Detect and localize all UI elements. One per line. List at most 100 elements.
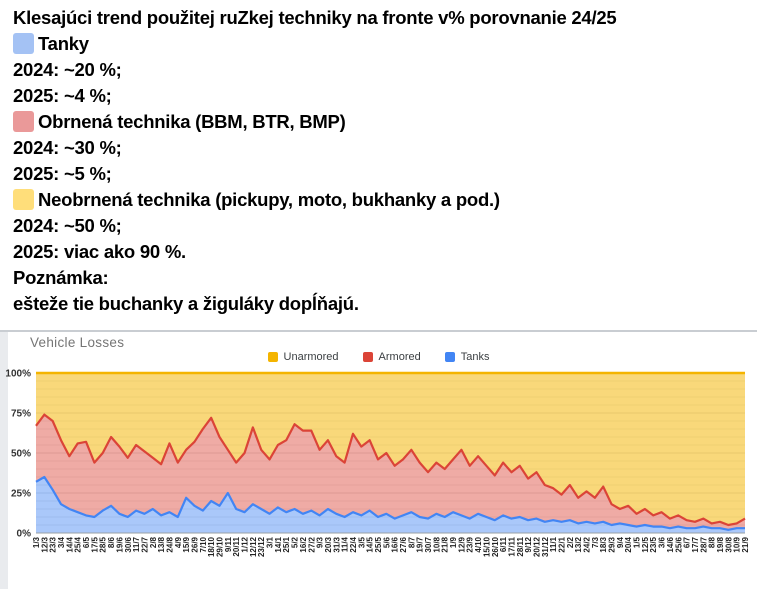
svg-text:1/12: 1/12 xyxy=(241,536,250,552)
stat-line-unarmored-2024: 2024: ~50 %; xyxy=(13,215,122,236)
svg-text:1/3: 1/3 xyxy=(32,536,41,548)
svg-text:18/3: 18/3 xyxy=(599,536,608,552)
legend-label-unarmored: Unarmored xyxy=(283,351,339,363)
svg-text:17/11: 17/11 xyxy=(507,536,516,556)
section-header-tanks: Tanky xyxy=(13,31,753,57)
svg-text:4/9: 4/9 xyxy=(174,536,183,548)
svg-text:1/9: 1/9 xyxy=(449,536,458,548)
svg-text:16/2: 16/2 xyxy=(299,536,308,552)
svg-text:20/3: 20/3 xyxy=(324,536,333,552)
svg-text:75%: 75% xyxy=(11,409,31,420)
svg-text:17/7: 17/7 xyxy=(691,536,700,552)
section-label-unarmored: Neobrnená technika (pickupy, moto, bukha… xyxy=(38,189,500,210)
svg-text:7/10: 7/10 xyxy=(199,536,208,552)
svg-text:14/5: 14/5 xyxy=(366,536,375,552)
svg-text:20/4: 20/4 xyxy=(624,536,633,552)
legend-item-tanks: Tanks xyxy=(444,351,490,363)
svg-text:25%: 25% xyxy=(11,489,31,500)
svg-text:22/1: 22/1 xyxy=(557,536,566,552)
svg-text:25/6: 25/6 xyxy=(674,536,683,552)
svg-text:9/3: 9/3 xyxy=(316,536,325,548)
svg-text:26/9: 26/9 xyxy=(190,536,199,552)
svg-text:3/6: 3/6 xyxy=(658,536,667,548)
chart-canvas: 0% 25% 50% 75% 100% 1/3 12/3 23/3 3/4 14/4 25/4 6/5… xyxy=(0,332,750,589)
svg-text:9/4: 9/4 xyxy=(616,536,625,548)
svg-text:15/10: 15/10 xyxy=(482,536,491,557)
svg-text:8/6: 8/6 xyxy=(107,536,116,548)
svg-text:3/1: 3/1 xyxy=(266,536,275,548)
svg-text:31/12: 31/12 xyxy=(541,536,550,557)
svg-text:5/2: 5/2 xyxy=(291,536,300,548)
svg-text:19/8: 19/8 xyxy=(716,536,725,552)
svg-text:21/8: 21/8 xyxy=(441,536,450,552)
svg-text:2/2: 2/2 xyxy=(566,536,575,548)
note-label: Poznámka: xyxy=(13,267,109,288)
svg-text:13/2: 13/2 xyxy=(574,536,583,552)
svg-text:21/9: 21/9 xyxy=(741,536,750,552)
svg-text:50%: 50% xyxy=(11,449,31,460)
svg-text:3/4: 3/4 xyxy=(57,536,66,548)
svg-text:14/1: 14/1 xyxy=(274,536,283,552)
svg-text:23/9: 23/9 xyxy=(466,536,475,552)
svg-text:14/4: 14/4 xyxy=(65,536,74,552)
svg-text:10/8: 10/8 xyxy=(432,536,441,552)
svg-text:4/10: 4/10 xyxy=(474,536,483,552)
svg-text:8/8: 8/8 xyxy=(708,536,717,548)
svg-text:7/3: 7/3 xyxy=(591,536,600,548)
svg-text:5/6: 5/6 xyxy=(382,536,391,548)
svg-text:22/7: 22/7 xyxy=(140,536,149,552)
svg-text:6/7: 6/7 xyxy=(683,536,692,548)
stat-line-tanks-2024: 2024: ~20 %; xyxy=(13,59,122,80)
note-text: ešteže tie buchanky a žiguláky dopĺňajú. xyxy=(13,293,359,314)
svg-text:31/3: 31/3 xyxy=(332,536,341,552)
legend-item-armored: Armored xyxy=(362,351,421,363)
section-header-armored: Obrnená technika (BBM, BTR, BMP) xyxy=(13,109,753,135)
svg-text:24/8: 24/8 xyxy=(165,536,174,552)
svg-text:22/4: 22/4 xyxy=(349,536,358,552)
svg-text:24/2: 24/2 xyxy=(583,536,592,552)
svg-text:27/2: 27/2 xyxy=(307,536,316,552)
svg-text:11/1: 11/1 xyxy=(549,536,558,552)
svg-text:2/8: 2/8 xyxy=(149,536,158,548)
svg-text:25/1: 25/1 xyxy=(282,536,291,552)
section-label-armored: Obrnená technika (BBM, BTR, BMP) xyxy=(38,111,346,132)
chart-title: Vehicle Losses xyxy=(30,335,125,350)
unarmored-swatch-icon xyxy=(267,352,278,362)
svg-text:1/5: 1/5 xyxy=(633,536,642,548)
svg-text:9/12: 9/12 xyxy=(524,536,533,552)
svg-text:23/12: 23/12 xyxy=(257,536,266,557)
svg-text:23/5: 23/5 xyxy=(649,536,658,552)
svg-text:29/3: 29/3 xyxy=(608,536,617,552)
legend-item-unarmored: Unarmored xyxy=(267,351,339,363)
legend-label-tanks: Tanks xyxy=(460,351,490,363)
post-text-block: Klesajúci trend použitej ruZkej techniky… xyxy=(13,5,753,317)
legend-label-armored: Armored xyxy=(378,351,421,363)
svg-text:0%: 0% xyxy=(17,529,32,540)
svg-text:19/7: 19/7 xyxy=(416,536,425,552)
svg-text:30/8: 30/8 xyxy=(724,536,733,552)
tanks-color-chip-icon xyxy=(13,33,34,54)
section-label-tanks: Tanky xyxy=(38,33,89,54)
svg-text:12/5: 12/5 xyxy=(641,536,650,552)
svg-text:11/4: 11/4 xyxy=(341,536,350,552)
svg-text:100%: 100% xyxy=(5,369,31,380)
svg-text:9/11: 9/11 xyxy=(224,536,233,552)
stat-line-unarmored-2025: 2025: viac ako 90 %. xyxy=(13,241,186,262)
svg-text:27/6: 27/6 xyxy=(399,536,408,552)
section-header-unarmored: Neobrnená technika (pickupy, moto, bukha… xyxy=(13,187,753,213)
svg-text:19/6: 19/6 xyxy=(115,536,124,552)
svg-text:10/9: 10/9 xyxy=(733,536,742,552)
armored-color-chip-icon xyxy=(13,111,34,132)
svg-text:8/7: 8/7 xyxy=(407,536,416,548)
svg-text:14/6: 14/6 xyxy=(666,536,675,552)
svg-text:25/4: 25/4 xyxy=(74,536,83,552)
svg-text:28/5: 28/5 xyxy=(99,536,108,552)
chart-legend: Unarmored Armored Tanks xyxy=(0,351,757,363)
svg-text:6/11: 6/11 xyxy=(499,536,508,552)
svg-text:16/6: 16/6 xyxy=(391,536,400,552)
svg-text:6/5: 6/5 xyxy=(82,536,91,548)
vehicle-losses-chart: 0% 25% 50% 75% 100% 1/3 12/3 23/3 3/4 14/4 25/4 6/5… xyxy=(0,330,757,589)
svg-text:29/10: 29/10 xyxy=(216,536,225,557)
svg-text:18/10: 18/10 xyxy=(207,536,216,557)
